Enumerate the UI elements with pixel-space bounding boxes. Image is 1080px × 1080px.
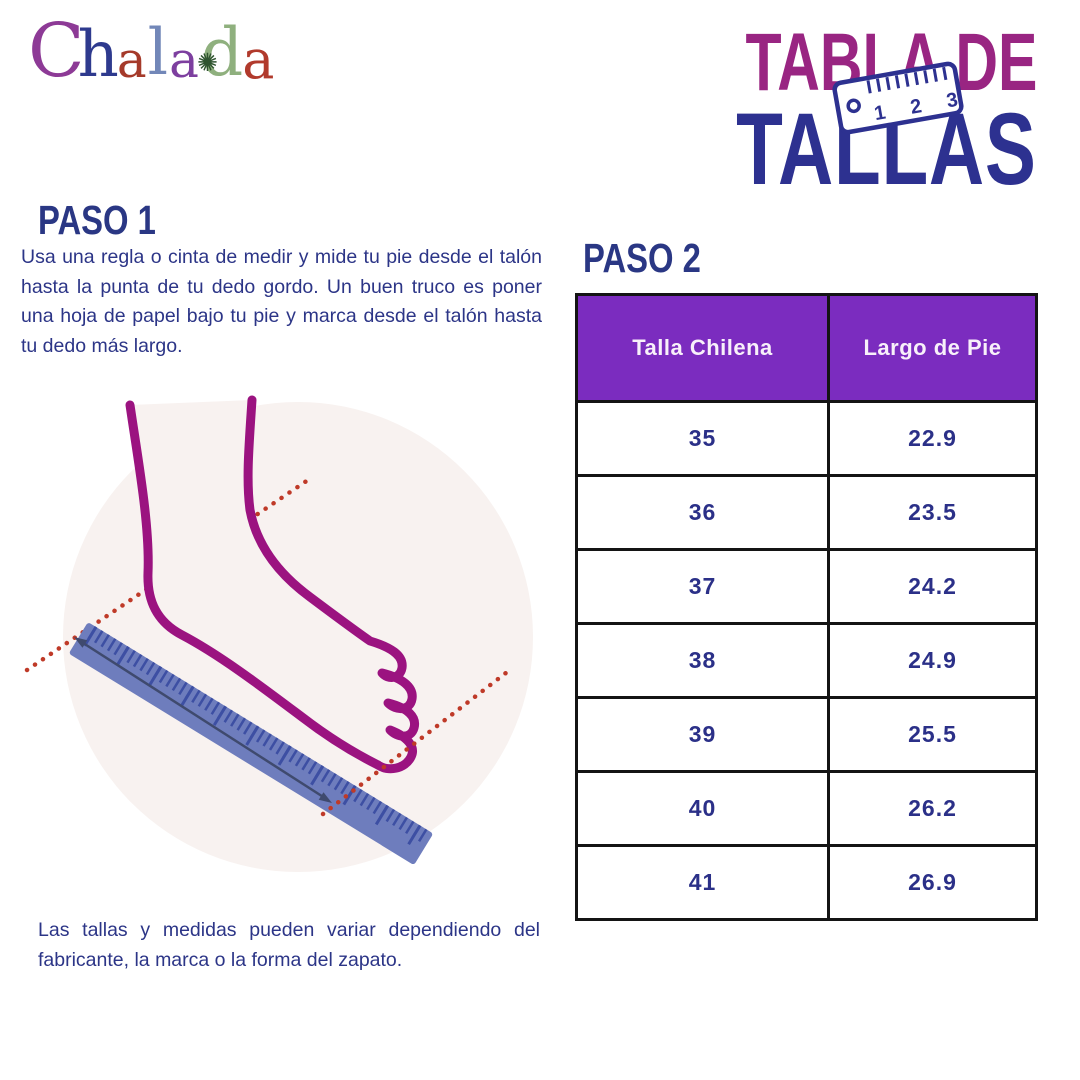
step1-instructions: Usa una regla o cinta de medir y mide tu… (21, 246, 542, 357)
largo-cell: 23.5 (827, 474, 1038, 551)
toe-guide-dots (320, 666, 514, 817)
logo-letter: a (169, 31, 199, 89)
talla-cell: 38 (575, 622, 830, 699)
table-row: 39 25.5 (575, 696, 1038, 773)
arrow-head-right (318, 792, 332, 803)
logo-flower-icon: ✺ (197, 48, 218, 77)
measurement-arrow (74, 637, 332, 803)
logo-letter: C (28, 8, 85, 94)
arrow-line (79, 639, 329, 802)
talla-cell: 37 (575, 548, 830, 625)
foot-outline-front-toes (243, 395, 420, 774)
talla-cell: 40 (575, 770, 830, 847)
talla-cell: 36 (575, 474, 830, 551)
ruler-badge-ticks (866, 66, 950, 94)
largo-cell: 24.9 (827, 622, 1038, 699)
ruler-badge-hole (846, 98, 861, 114)
size-disclaimer-note: Las tallas y medidas pueden variar depen… (38, 919, 540, 971)
column-header-talla-chilena: Talla Chilena (575, 293, 830, 403)
largo-cell: 24.2 (827, 548, 1038, 625)
ruler-body (69, 623, 433, 865)
talla-cell: 41 (575, 844, 830, 921)
table-row: 35 22.9 (575, 400, 1038, 477)
foot-measurement-illustration (24, 395, 533, 872)
column-header-largo-de-pie: Largo de Pie (827, 293, 1038, 403)
ruler-badge-body (832, 61, 964, 135)
table-row: 36 23.5 (575, 474, 1038, 551)
logo-letter: a (242, 28, 275, 91)
table-row: 37 24.2 (575, 548, 1038, 625)
largo-cell: 22.9 (827, 400, 1038, 477)
talla-cell: 35 (575, 400, 830, 477)
foot-outline-back (125, 400, 383, 770)
step2-heading: PASO 2 (583, 235, 701, 281)
logo-letter: a (116, 31, 147, 89)
size-table: Talla Chilena Largo de Pie 35 22.9 36 23… (575, 293, 1038, 921)
table-row: 41 26.9 (575, 844, 1038, 921)
largo-cell: 26.2 (827, 770, 1038, 847)
logo-letter: d (200, 14, 244, 91)
table-row: 40 26.2 (575, 770, 1038, 847)
measuring-ruler (69, 623, 433, 865)
largo-cell: 26.9 (827, 844, 1038, 921)
largo-cell: 25.5 (827, 696, 1038, 773)
foot-fill (130, 400, 412, 765)
heel-guide-dots (24, 477, 311, 673)
talla-cell: 39 (575, 696, 830, 773)
brand-logo: C h a l a d a ✺ (28, 14, 298, 114)
logo-letter: l (147, 16, 169, 90)
table-row: 38 24.9 (575, 622, 1038, 699)
logo-letter: h (77, 18, 119, 92)
step1-heading: PASO 1 (38, 197, 156, 243)
arrow-head-left (74, 637, 88, 648)
size-table-header-row: Talla Chilena Largo de Pie (575, 293, 1038, 403)
